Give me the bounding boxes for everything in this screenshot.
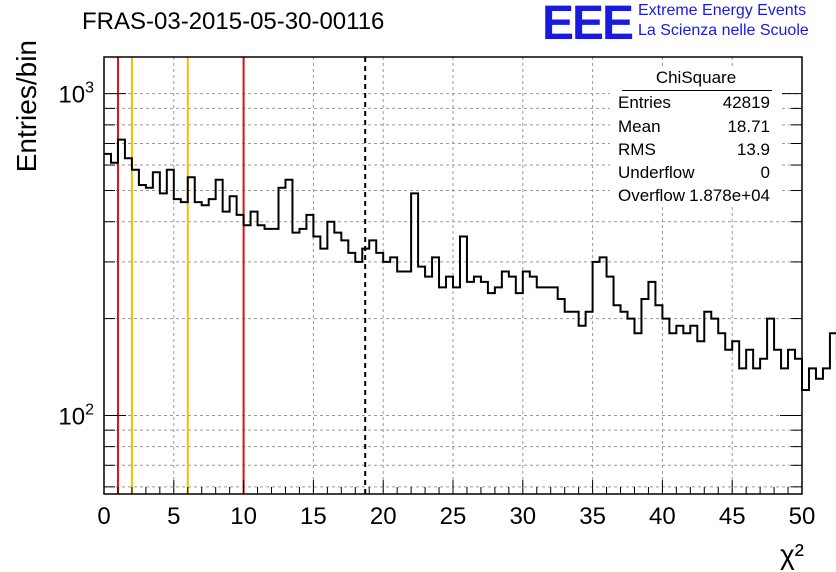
eee-logo: EEE [542, 0, 634, 50]
y-tick-label: 103 [58, 80, 94, 109]
stats-box: ChiSquare Entries 42819 Mean 18.71 RMS 1… [610, 66, 782, 206]
x-axis-label: χ² [780, 539, 804, 570]
x-tick-label: 35 [579, 503, 606, 530]
x-tick-label: 15 [300, 503, 327, 530]
y-tick-label: 102 [58, 401, 94, 430]
logo-line-1: Extreme Energy Events [638, 2, 807, 19]
y-axis-label: Entries/bin [11, 40, 42, 172]
x-tick-label: 20 [370, 503, 397, 530]
x-tick-label: 40 [649, 503, 676, 530]
stats-label: Underflow [618, 163, 695, 182]
x-tick-label: 0 [97, 503, 110, 530]
reference-lines [116, 57, 367, 494]
x-tick-label: 10 [230, 503, 257, 530]
x-tick-label: 5 [167, 503, 180, 530]
stats-label: Mean [618, 117, 661, 136]
x-tick-label: 50 [789, 503, 816, 530]
stats-label: RMS [618, 140, 656, 159]
stats-value: 18.71 [727, 117, 770, 136]
stats-label: Overflow [618, 186, 686, 205]
x-tick-label: 45 [719, 503, 746, 530]
stats-box-title: ChiSquare [655, 68, 737, 87]
x-tick-label: 25 [440, 503, 467, 530]
x-tick-label: 30 [509, 503, 536, 530]
stats-value: 1.878e+04 [689, 186, 770, 205]
stats-box-divider [622, 90, 772, 91]
stats-label: Entries [618, 93, 671, 112]
logo-line-2: La Scienza nelle Scuole [638, 22, 809, 39]
tick-labels: 0 5 10 15 20 25 30 35 40 45 50 102 103 [58, 80, 815, 530]
stats-value: 42819 [722, 93, 770, 112]
stats-value: 0 [760, 163, 770, 182]
axis-ticks [103, 93, 803, 494]
chart-title: FRAS-03-2015-05-30-00116 [82, 8, 385, 35]
stats-value: 13.9 [736, 140, 770, 159]
histogram-series [104, 138, 836, 391]
